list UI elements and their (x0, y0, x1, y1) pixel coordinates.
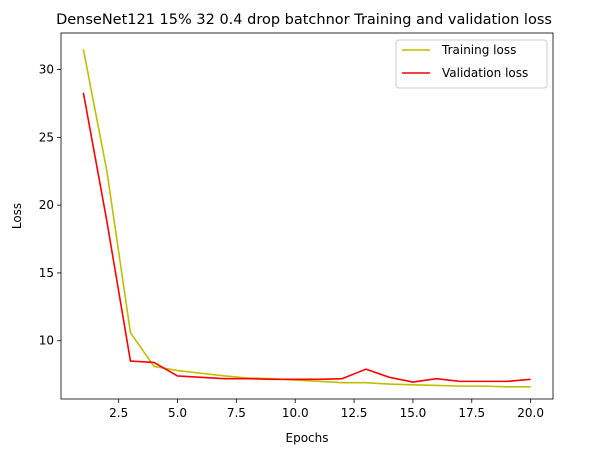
x-tick-label: 7.5 (227, 406, 246, 420)
y-axis-ticks: 10 15 20 25 30 (39, 63, 61, 348)
series-lines (82, 49, 531, 388)
training-loss-line (82, 49, 531, 388)
x-tick-label: 10.0 (282, 406, 309, 420)
y-tick-label: 25 (39, 130, 54, 144)
validation-loss-line (82, 92, 531, 383)
legend-label-validation: Validation loss (442, 66, 528, 80)
x-tick-label: 12.5 (341, 406, 368, 420)
x-tick-label: 20.0 (517, 406, 544, 420)
plot-area: 2.5 5.0 7.5 10.0 12.5 15.0 17.5 20.0 10 15 20 25 30 (39, 32, 554, 420)
chart-title: DenseNet121 15% 32 0.4 drop batchnor Tra… (56, 12, 552, 28)
y-tick-label: 20 (39, 198, 54, 212)
x-axis-label: Epochs (286, 431, 329, 445)
y-axis-label: Loss (10, 203, 24, 229)
x-tick-label: 2.5 (109, 406, 128, 420)
x-axis-ticks: 2.5 5.0 7.5 10.0 12.5 15.0 17.5 20.0 (109, 399, 544, 420)
plot-frame (60, 32, 554, 400)
x-tick-label: 5.0 (168, 406, 187, 420)
y-tick-label: 10 (39, 334, 54, 348)
legend-box (395, 39, 548, 89)
legend: Training loss Validation loss (395, 39, 548, 89)
x-tick-label: 17.5 (458, 406, 485, 420)
legend-label-training: Training loss (441, 43, 516, 57)
y-tick-label: 15 (39, 266, 54, 280)
y-tick-label: 30 (39, 63, 54, 77)
x-tick-label: 15.0 (400, 406, 427, 420)
